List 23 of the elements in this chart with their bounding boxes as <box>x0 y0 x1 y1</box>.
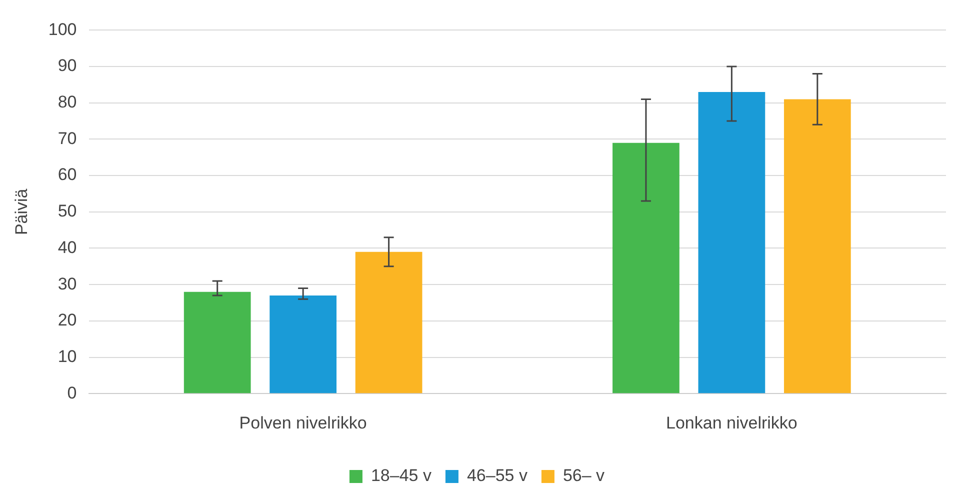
y-tick-label: 70 <box>58 128 77 148</box>
y-tick-label: 50 <box>58 202 77 221</box>
y-tick-label: 40 <box>58 238 77 257</box>
y-tick-label: 20 <box>58 310 77 330</box>
bar <box>698 92 766 394</box>
y-axis-title: Päiviä <box>12 188 31 236</box>
bar <box>612 142 680 394</box>
bar <box>784 99 851 394</box>
y-tick-label: 90 <box>58 56 77 76</box>
y-tick-label: 30 <box>58 274 77 294</box>
legend-label: 18–45 v <box>370 466 432 486</box>
y-tick-label: 80 <box>58 92 77 112</box>
legend-label: 56– v <box>562 466 606 486</box>
bar <box>184 292 251 394</box>
bar <box>270 295 337 394</box>
x-tick-label: Polven nivelrikko <box>239 413 367 432</box>
y-tick-label: 0 <box>67 383 77 402</box>
bar <box>355 252 422 394</box>
legend-label: 46–55 v <box>466 466 528 486</box>
y-tick-label: 100 <box>48 20 77 39</box>
y-tick-label: 60 <box>58 165 77 184</box>
x-tick-label: Lonkan nivelrikko <box>666 413 798 432</box>
y-tick-label: 10 <box>58 346 77 366</box>
